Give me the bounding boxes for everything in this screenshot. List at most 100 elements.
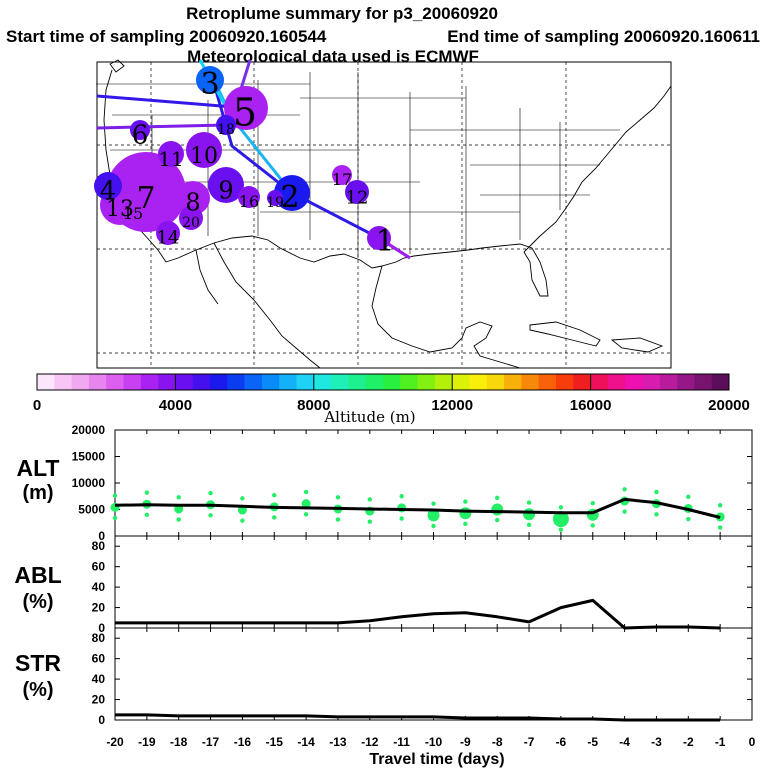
y-tick-label: 20 bbox=[92, 693, 106, 707]
alt-dot bbox=[397, 503, 407, 513]
colorbar-cell bbox=[694, 374, 712, 390]
plume-point-20 bbox=[179, 206, 203, 230]
alt-dot-lower bbox=[495, 517, 500, 523]
alt-dot-lower bbox=[558, 527, 564, 532]
x-tick-label: -13 bbox=[329, 735, 347, 749]
alt-dot-upper bbox=[558, 505, 564, 510]
colorbar-cell bbox=[417, 374, 436, 390]
colorbar-tick-label: 8000 bbox=[297, 397, 330, 414]
plume-point-1 bbox=[367, 226, 391, 250]
plume-point-label-9: 9 bbox=[218, 177, 233, 205]
colorbar-cell bbox=[642, 374, 661, 390]
panel-unit: (%) bbox=[22, 591, 53, 613]
plume-point-label-2: 2 bbox=[280, 180, 299, 215]
colorbar-cell bbox=[37, 374, 55, 390]
alt-dot bbox=[491, 503, 504, 516]
plume-point-label-14: 14 bbox=[157, 227, 180, 248]
plume-point-11 bbox=[158, 141, 184, 167]
colorbar-cell bbox=[227, 374, 245, 390]
panel-abl: 0 20 40 60 80 ABL (%) bbox=[14, 535, 753, 635]
plume-point-label-3: 3 bbox=[200, 67, 219, 102]
colorbar-cell bbox=[192, 374, 211, 390]
alt-dot-upper bbox=[367, 497, 372, 502]
met-data-text: Meteorological data used is ECMWF bbox=[187, 47, 479, 66]
colorbar-cell bbox=[625, 374, 643, 390]
alt-dot-upper bbox=[495, 495, 500, 501]
colorbar-cell bbox=[607, 374, 626, 390]
alt-dot-lower bbox=[654, 512, 659, 517]
colorbar-cell bbox=[279, 374, 297, 390]
colorbar-cell bbox=[175, 374, 193, 390]
colorbar-cell bbox=[331, 374, 349, 390]
alt-dot bbox=[552, 511, 569, 528]
panel-title: STR bbox=[15, 650, 61, 676]
plume-point-label-1: 1 bbox=[375, 224, 394, 259]
alt-dot bbox=[523, 508, 536, 521]
alt-dot-upper bbox=[272, 492, 277, 498]
plume-point-19 bbox=[267, 190, 283, 206]
x-tick-label: -15 bbox=[266, 735, 284, 749]
y-tick-label: 0 bbox=[98, 621, 105, 635]
y-tick-label: 80 bbox=[92, 539, 106, 553]
alt-dot-lower bbox=[335, 517, 341, 522]
plume-point-label-18: 18 bbox=[217, 122, 235, 138]
colorbar-cell bbox=[88, 374, 107, 390]
alt-dot-lower bbox=[176, 517, 181, 522]
colorbar-cell bbox=[469, 374, 488, 390]
plume-point-17 bbox=[332, 165, 352, 185]
alt-dot bbox=[427, 509, 440, 522]
x-tick-label: -8 bbox=[492, 735, 503, 749]
alt-dot-upper bbox=[240, 496, 245, 501]
plume-point-label-6: 6 bbox=[132, 120, 149, 150]
y-tick-label: 15000 bbox=[72, 450, 106, 464]
end-time-text: End time of sampling 20060920.160611 bbox=[447, 27, 760, 46]
colorbar-tick-label: 0 bbox=[33, 397, 41, 414]
alt-dot-upper bbox=[717, 503, 723, 508]
panel-unit: (m) bbox=[22, 482, 53, 504]
colorbar-cell bbox=[486, 374, 505, 390]
plume-point-label-12: 12 bbox=[346, 187, 369, 208]
y-tick-label: 10000 bbox=[72, 476, 106, 490]
plume-point-4 bbox=[94, 172, 122, 200]
x-tick-label: -20 bbox=[106, 735, 124, 749]
colorbar-cell bbox=[348, 374, 366, 390]
alt-dot bbox=[459, 507, 472, 520]
x-tick-label: 0 bbox=[749, 735, 756, 749]
colorbar-cell bbox=[261, 374, 280, 390]
panel-frame bbox=[114, 627, 753, 721]
plume-point-10 bbox=[186, 132, 222, 168]
colorbar-cell bbox=[71, 374, 90, 390]
plume-point-label-10: 10 bbox=[190, 144, 218, 169]
plume-point-label-7: 7 bbox=[136, 181, 155, 216]
colorbar-tick-label: 12000 bbox=[431, 397, 473, 414]
colorbar-cell bbox=[123, 374, 142, 390]
colorbar-cell bbox=[54, 374, 72, 390]
y-tick-label: 40 bbox=[92, 672, 106, 686]
colorbar-cell bbox=[365, 374, 384, 390]
plume-point-label-4: 4 bbox=[100, 176, 117, 206]
plume-point-12 bbox=[345, 180, 369, 204]
colorbar-cell bbox=[296, 374, 315, 390]
alt-dot-upper bbox=[144, 490, 150, 495]
x-tick-label: -14 bbox=[297, 735, 315, 749]
x-tick-label: -17 bbox=[202, 735, 220, 749]
x-tick-label: -7 bbox=[524, 735, 535, 749]
alt-dot-lower bbox=[686, 516, 691, 522]
alt-dot-upper bbox=[112, 493, 118, 498]
panel-unit: (%) bbox=[22, 679, 53, 701]
panel-str: 0 20 40 60 80 STR (%) bbox=[15, 627, 753, 727]
plume-point-label-8: 8 bbox=[185, 189, 200, 217]
plume-track-line bbox=[96, 94, 247, 110]
alt-dot-lower bbox=[431, 523, 436, 529]
x-tick-label: -11 bbox=[393, 735, 410, 749]
colorbar-cell bbox=[556, 374, 574, 390]
plume-point-label-16: 16 bbox=[239, 192, 259, 211]
alt-dot-upper bbox=[399, 494, 404, 499]
colorbar-cell bbox=[538, 374, 557, 390]
x-tick-labels: -20 -19 -18 -17 -16 -15 -14 -13 -12 -11 -10 -9 -8 -7-… bbox=[106, 735, 755, 749]
y-tick-label: 20 bbox=[92, 601, 106, 615]
alt-dot-lower bbox=[240, 518, 245, 523]
x-tick-label: -5 bbox=[587, 735, 598, 749]
altitude-colorbar: 0 4000 8000 12000 16000 20000 Altitude (m) bbox=[33, 373, 750, 426]
